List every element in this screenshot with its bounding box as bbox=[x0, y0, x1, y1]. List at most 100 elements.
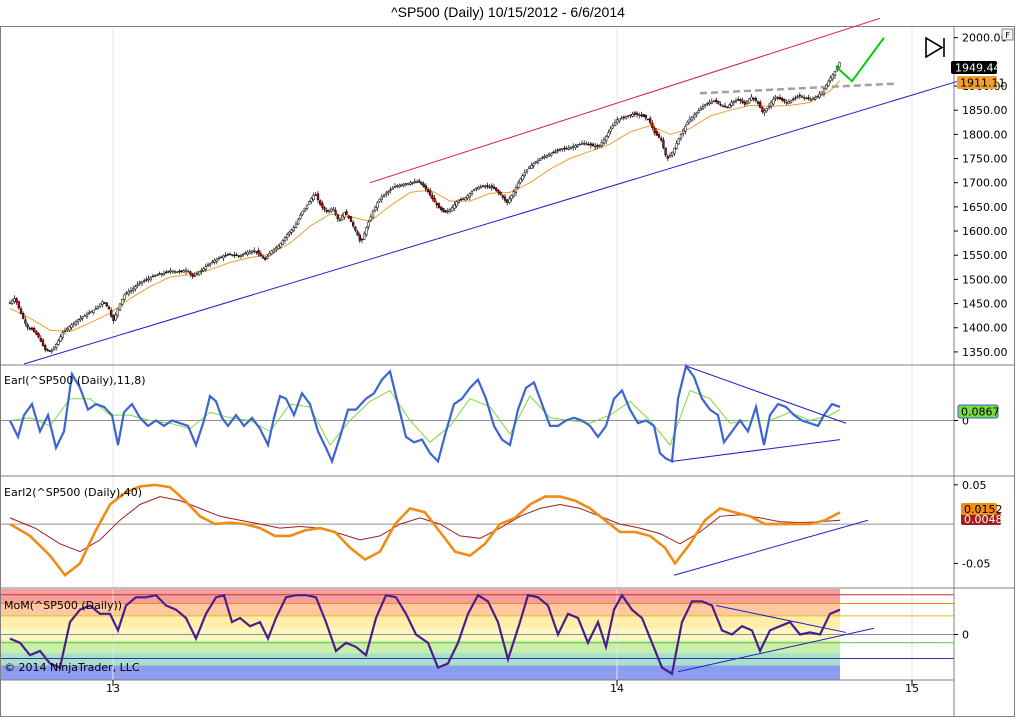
candle bbox=[371, 209, 375, 220]
candle bbox=[393, 183, 397, 189]
candle bbox=[334, 207, 337, 217]
candle-body bbox=[770, 102, 773, 107]
candle-body bbox=[79, 317, 82, 320]
candle-body bbox=[789, 100, 793, 103]
play-forward-icon[interactable] bbox=[921, 34, 947, 60]
candle bbox=[613, 119, 617, 127]
candle bbox=[673, 147, 676, 157]
candle bbox=[580, 140, 584, 145]
candle bbox=[365, 226, 368, 237]
candle bbox=[367, 219, 370, 230]
candle bbox=[380, 194, 383, 203]
candle bbox=[352, 220, 355, 229]
candle-body bbox=[664, 147, 667, 156]
candle bbox=[294, 221, 298, 229]
candle-body bbox=[140, 281, 144, 284]
candle-body bbox=[662, 139, 665, 148]
candle-body bbox=[48, 350, 51, 352]
candle bbox=[664, 147, 667, 157]
candle-body bbox=[160, 273, 163, 275]
candle bbox=[495, 187, 498, 193]
candle bbox=[154, 274, 157, 277]
mom-trendline bbox=[677, 627, 875, 673]
candle-body bbox=[589, 143, 592, 146]
candle-body bbox=[114, 314, 117, 321]
candle-body bbox=[666, 156, 669, 159]
candle bbox=[376, 201, 379, 211]
candle-body bbox=[204, 266, 207, 270]
candle bbox=[305, 204, 309, 211]
x-tick-label: 15 bbox=[905, 682, 919, 695]
candle-body bbox=[530, 165, 533, 169]
candle bbox=[679, 132, 683, 142]
candle bbox=[444, 209, 447, 214]
candle bbox=[37, 332, 40, 339]
candle bbox=[17, 300, 20, 310]
candle-body bbox=[235, 254, 238, 256]
candle-body bbox=[800, 96, 804, 98]
candle bbox=[829, 75, 832, 84]
candle-body bbox=[682, 129, 685, 134]
candle-body bbox=[510, 195, 513, 200]
candle-body bbox=[470, 191, 474, 195]
candle-body bbox=[270, 250, 273, 255]
candle bbox=[173, 269, 177, 274]
candle-body bbox=[699, 108, 702, 111]
candle bbox=[433, 194, 436, 203]
candle bbox=[721, 104, 724, 108]
candle-body bbox=[690, 116, 694, 121]
candle-body bbox=[539, 158, 542, 161]
candle-body bbox=[633, 112, 636, 115]
candle-body bbox=[668, 155, 672, 158]
candle-body bbox=[613, 122, 617, 127]
candle bbox=[820, 91, 823, 96]
candle bbox=[292, 225, 295, 233]
candle bbox=[261, 254, 265, 259]
candle bbox=[558, 148, 562, 152]
candle-body bbox=[497, 190, 500, 193]
y-tick-label: 1400.00 bbox=[962, 322, 1008, 335]
earl2-panel-label: Earl2(^SP500 (Daily),40) bbox=[4, 486, 142, 499]
candle bbox=[448, 207, 452, 214]
candle bbox=[198, 270, 201, 276]
candle bbox=[833, 70, 837, 79]
candle bbox=[468, 192, 471, 201]
candle bbox=[594, 142, 597, 151]
candle-body bbox=[803, 97, 806, 99]
candle bbox=[539, 157, 542, 161]
candle-body bbox=[569, 146, 573, 149]
candle bbox=[605, 134, 608, 144]
candle-body bbox=[327, 210, 331, 212]
candle-body bbox=[583, 142, 586, 145]
flag-button[interactable]: F bbox=[1001, 28, 1014, 41]
candle bbox=[259, 250, 262, 257]
candle-body bbox=[822, 88, 826, 94]
candle-body bbox=[809, 99, 812, 101]
candle-body bbox=[378, 198, 381, 202]
candle-body bbox=[453, 204, 456, 209]
candle-body bbox=[684, 125, 687, 132]
candle-body bbox=[206, 264, 210, 267]
candle bbox=[776, 95, 779, 101]
candle-body bbox=[514, 187, 518, 194]
candle-body bbox=[180, 270, 183, 272]
candle-body bbox=[250, 250, 254, 254]
candle bbox=[728, 103, 731, 109]
candle-body bbox=[653, 128, 656, 133]
candle bbox=[556, 148, 559, 154]
y-tick-label: 1800.00 bbox=[962, 128, 1008, 141]
candle-body bbox=[521, 175, 524, 181]
candle-body bbox=[756, 101, 760, 104]
candle-body bbox=[492, 186, 496, 189]
candle-body bbox=[781, 97, 784, 101]
candle bbox=[160, 272, 163, 278]
candle-body bbox=[536, 160, 540, 163]
candle bbox=[151, 273, 155, 278]
candle-body bbox=[116, 308, 119, 316]
candle-body bbox=[602, 139, 606, 144]
candle-body bbox=[719, 104, 722, 106]
candle-body bbox=[158, 273, 161, 275]
candle bbox=[457, 199, 460, 205]
candle-body bbox=[739, 99, 742, 102]
